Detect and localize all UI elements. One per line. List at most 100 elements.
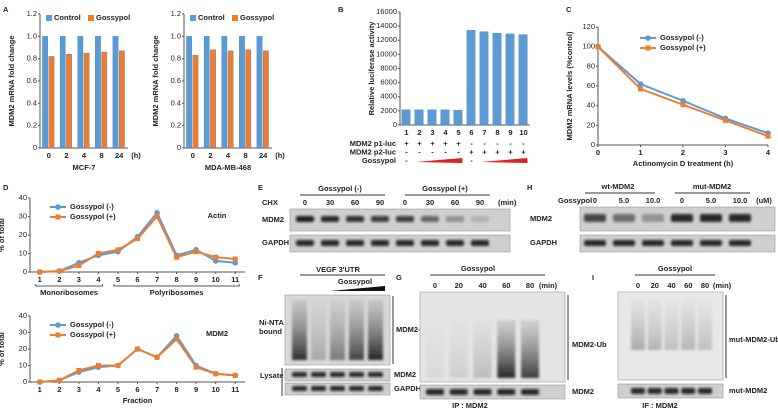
point (154, 354, 160, 360)
lane-label: 80 (701, 281, 709, 290)
point (193, 249, 199, 255)
bar (263, 50, 269, 149)
x-tick-label: 3 (77, 385, 81, 394)
section-label: Lysate (260, 371, 284, 380)
y-tick-label: 0 (177, 143, 181, 152)
point (76, 263, 82, 269)
y-tick-label: 20 (19, 344, 27, 353)
blot-band (349, 372, 364, 377)
lane-label: 90 (476, 198, 484, 207)
blot-band (729, 214, 751, 222)
blot-band (292, 372, 307, 377)
blot-band (296, 216, 314, 222)
y-tick-label: 30 (19, 211, 27, 220)
blot-smear (664, 300, 679, 350)
blot-smear (449, 320, 468, 378)
blot-band (729, 240, 751, 246)
x-tick-label: 4 (96, 275, 101, 284)
treatment-label: Gossypol (461, 264, 495, 273)
lane-label: 60 (684, 281, 692, 290)
table-mark: + (456, 139, 461, 148)
row-label: MDM2-Ub (396, 325, 431, 334)
point (115, 363, 121, 368)
lane-label: 20 (455, 281, 463, 290)
table-mark: + (443, 139, 448, 148)
lane-label: 60 (351, 198, 359, 207)
y-tick-label: 6000 (380, 78, 397, 87)
x-tick-label: 1 (38, 385, 42, 394)
blot-smear (698, 300, 712, 350)
ip-label: IF : MDM2 (642, 401, 677, 410)
point (637, 81, 644, 87)
series-line (597, 45, 769, 138)
table-mark: + (482, 147, 487, 156)
y-tick-label: 120 (582, 22, 595, 31)
lane-label: 0 (593, 196, 597, 205)
bar (466, 30, 476, 126)
x-tick-label: 6 (135, 385, 139, 394)
table-mark: + (430, 139, 435, 148)
lane-label: 10.0 (646, 196, 661, 205)
bar (505, 33, 515, 126)
table-mark: - (470, 139, 473, 148)
y-tick-label: 1.0 (171, 31, 181, 40)
y-tick-label: 40 (19, 193, 27, 202)
x-axis-label: Actinomycin D treatment (h) (633, 159, 734, 168)
blot-smear (426, 320, 444, 378)
x-tick-label: 4 (443, 128, 448, 137)
row-label: MDM2 (530, 214, 552, 223)
blot-band (698, 388, 712, 394)
y-axis-label: MDM2 mRNA fold change (7, 36, 16, 127)
y-tick-label: 20 (19, 230, 27, 239)
unit-label: (min) (498, 198, 517, 207)
point (95, 363, 101, 368)
chart-title: MDM2 (206, 329, 228, 338)
panel-letter: I (592, 273, 594, 282)
lane-label: 30 (426, 198, 434, 207)
bar (245, 49, 252, 149)
y-tick-label: 60 (587, 81, 595, 90)
blot-band (471, 216, 489, 222)
y-tick-label: 0 (591, 140, 595, 149)
x-tick-label: 2 (681, 148, 685, 157)
blot-band (426, 389, 444, 395)
treatment-label: Gossypol (658, 264, 692, 273)
bar (83, 52, 90, 149)
y-tick-label: 0 (393, 120, 397, 129)
y-tick-label: 1.2 (27, 9, 37, 18)
table-mark: - (405, 147, 408, 156)
blot-band (421, 240, 439, 246)
legend-label: Gossypol (-) (70, 202, 114, 211)
table-mark: + (404, 139, 409, 148)
lane-label: 30 (326, 198, 334, 207)
legend-label: Control (198, 13, 225, 22)
blot-band (584, 214, 606, 222)
x-tick-label: 5 (456, 128, 460, 137)
point (680, 97, 686, 104)
panel-letter: H (527, 183, 532, 192)
x-unit: (h) (131, 151, 141, 160)
bar (112, 36, 119, 149)
y-tick-label: 100 (582, 42, 595, 51)
dose-wedge (480, 158, 528, 163)
point (56, 268, 62, 274)
point (37, 379, 43, 385)
x-tick-label: 7 (482, 128, 486, 137)
blot-band (321, 216, 339, 222)
x-tick-label: 8 (100, 151, 104, 160)
x-tick-label: 2 (57, 385, 61, 394)
group-label: mut-MDM2 (693, 182, 731, 191)
probe-label: VEGF 3'UTR (316, 265, 360, 274)
blot-band (671, 214, 693, 222)
legend-label: Gossypol (+) (70, 330, 116, 339)
y-tick-label: 0.2 (171, 121, 181, 130)
bar (239, 36, 245, 149)
blot-band (368, 386, 383, 391)
y-tick-label: 12000 (376, 35, 397, 44)
blot-band (349, 386, 364, 391)
legend-label: Gossypol (96, 13, 130, 22)
x-axis-label: MDA-MB-468 (205, 163, 251, 172)
series-line (39, 214, 236, 273)
point (723, 117, 728, 123)
panel-letter: D (3, 183, 9, 192)
